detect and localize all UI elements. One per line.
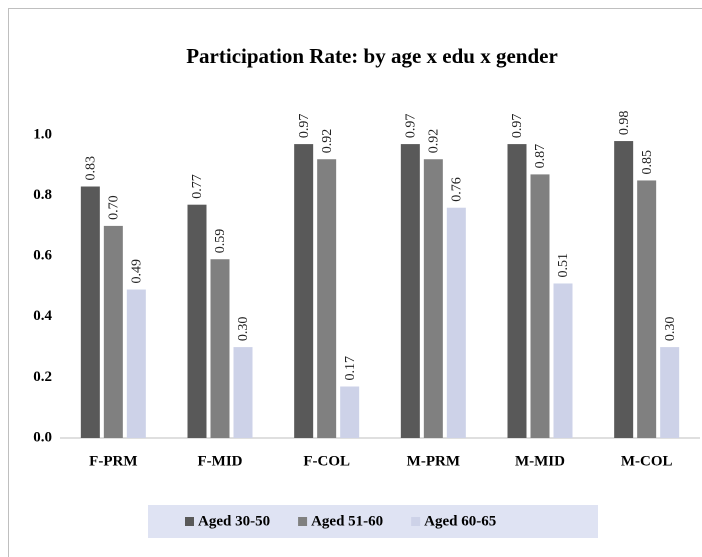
value-label: 0.83 xyxy=(84,156,99,181)
x-tick-label: F-COL xyxy=(303,453,350,469)
value-label: 0.76 xyxy=(450,177,465,202)
value-label: 0.49 xyxy=(130,259,145,284)
legend-box xyxy=(148,505,598,538)
bar xyxy=(317,159,337,439)
chart-frame xyxy=(8,8,702,557)
y-tick-label: 0.4 xyxy=(33,308,52,324)
bar xyxy=(294,144,314,438)
y-tick-label: 0.6 xyxy=(33,248,52,264)
value-label: 0.30 xyxy=(663,317,678,342)
y-tick-label: 1.0 xyxy=(33,126,52,142)
bar xyxy=(400,144,420,438)
bar xyxy=(103,225,123,438)
value-label: 0.98 xyxy=(617,111,632,136)
value-label: 0.30 xyxy=(236,317,251,342)
x-tick-label: M-PRM xyxy=(407,453,460,469)
bar xyxy=(423,159,443,439)
bar xyxy=(233,347,253,438)
value-label: 0.77 xyxy=(190,174,205,199)
legend-swatch xyxy=(185,517,194,526)
bar xyxy=(637,180,657,438)
value-label: 0.87 xyxy=(533,144,548,169)
bar xyxy=(340,386,360,438)
bar xyxy=(507,144,527,438)
legend-swatch xyxy=(411,517,421,526)
bar xyxy=(210,259,230,438)
value-label: 0.92 xyxy=(320,129,335,154)
value-label: 0.97 xyxy=(510,114,525,139)
value-label: 0.97 xyxy=(297,114,312,139)
value-label: 0.59 xyxy=(213,229,228,254)
y-tick-label: 0.0 xyxy=(33,429,52,445)
value-label: 0.70 xyxy=(107,195,122,220)
x-tick-label: M-MID xyxy=(515,453,565,469)
chart-title: Participation Rate: by age x edu x gende… xyxy=(186,44,558,68)
x-tick-label: F-MID xyxy=(198,453,243,469)
value-label: 0.85 xyxy=(640,150,655,175)
bar xyxy=(446,207,466,438)
bar xyxy=(614,141,634,438)
y-tick-label: 0.8 xyxy=(33,187,52,203)
legend-label: Aged 51-60 xyxy=(311,513,383,529)
legend-swatch xyxy=(298,517,308,526)
bar xyxy=(660,347,680,438)
bar xyxy=(80,186,100,438)
value-label: 0.97 xyxy=(404,114,419,139)
legend-label: Aged 30-50 xyxy=(198,513,270,529)
bar xyxy=(530,174,550,438)
legend-label: Aged 60-65 xyxy=(424,513,496,529)
value-label: 0.92 xyxy=(427,129,442,154)
value-label: 0.51 xyxy=(556,253,571,278)
bar xyxy=(187,204,207,438)
value-label: 0.17 xyxy=(343,356,358,381)
bar xyxy=(553,283,573,438)
x-tick-label: F-PRM xyxy=(89,453,137,469)
y-tick-label: 0.2 xyxy=(33,369,52,385)
bar xyxy=(126,289,146,438)
x-tick-label: M-COL xyxy=(621,453,673,469)
